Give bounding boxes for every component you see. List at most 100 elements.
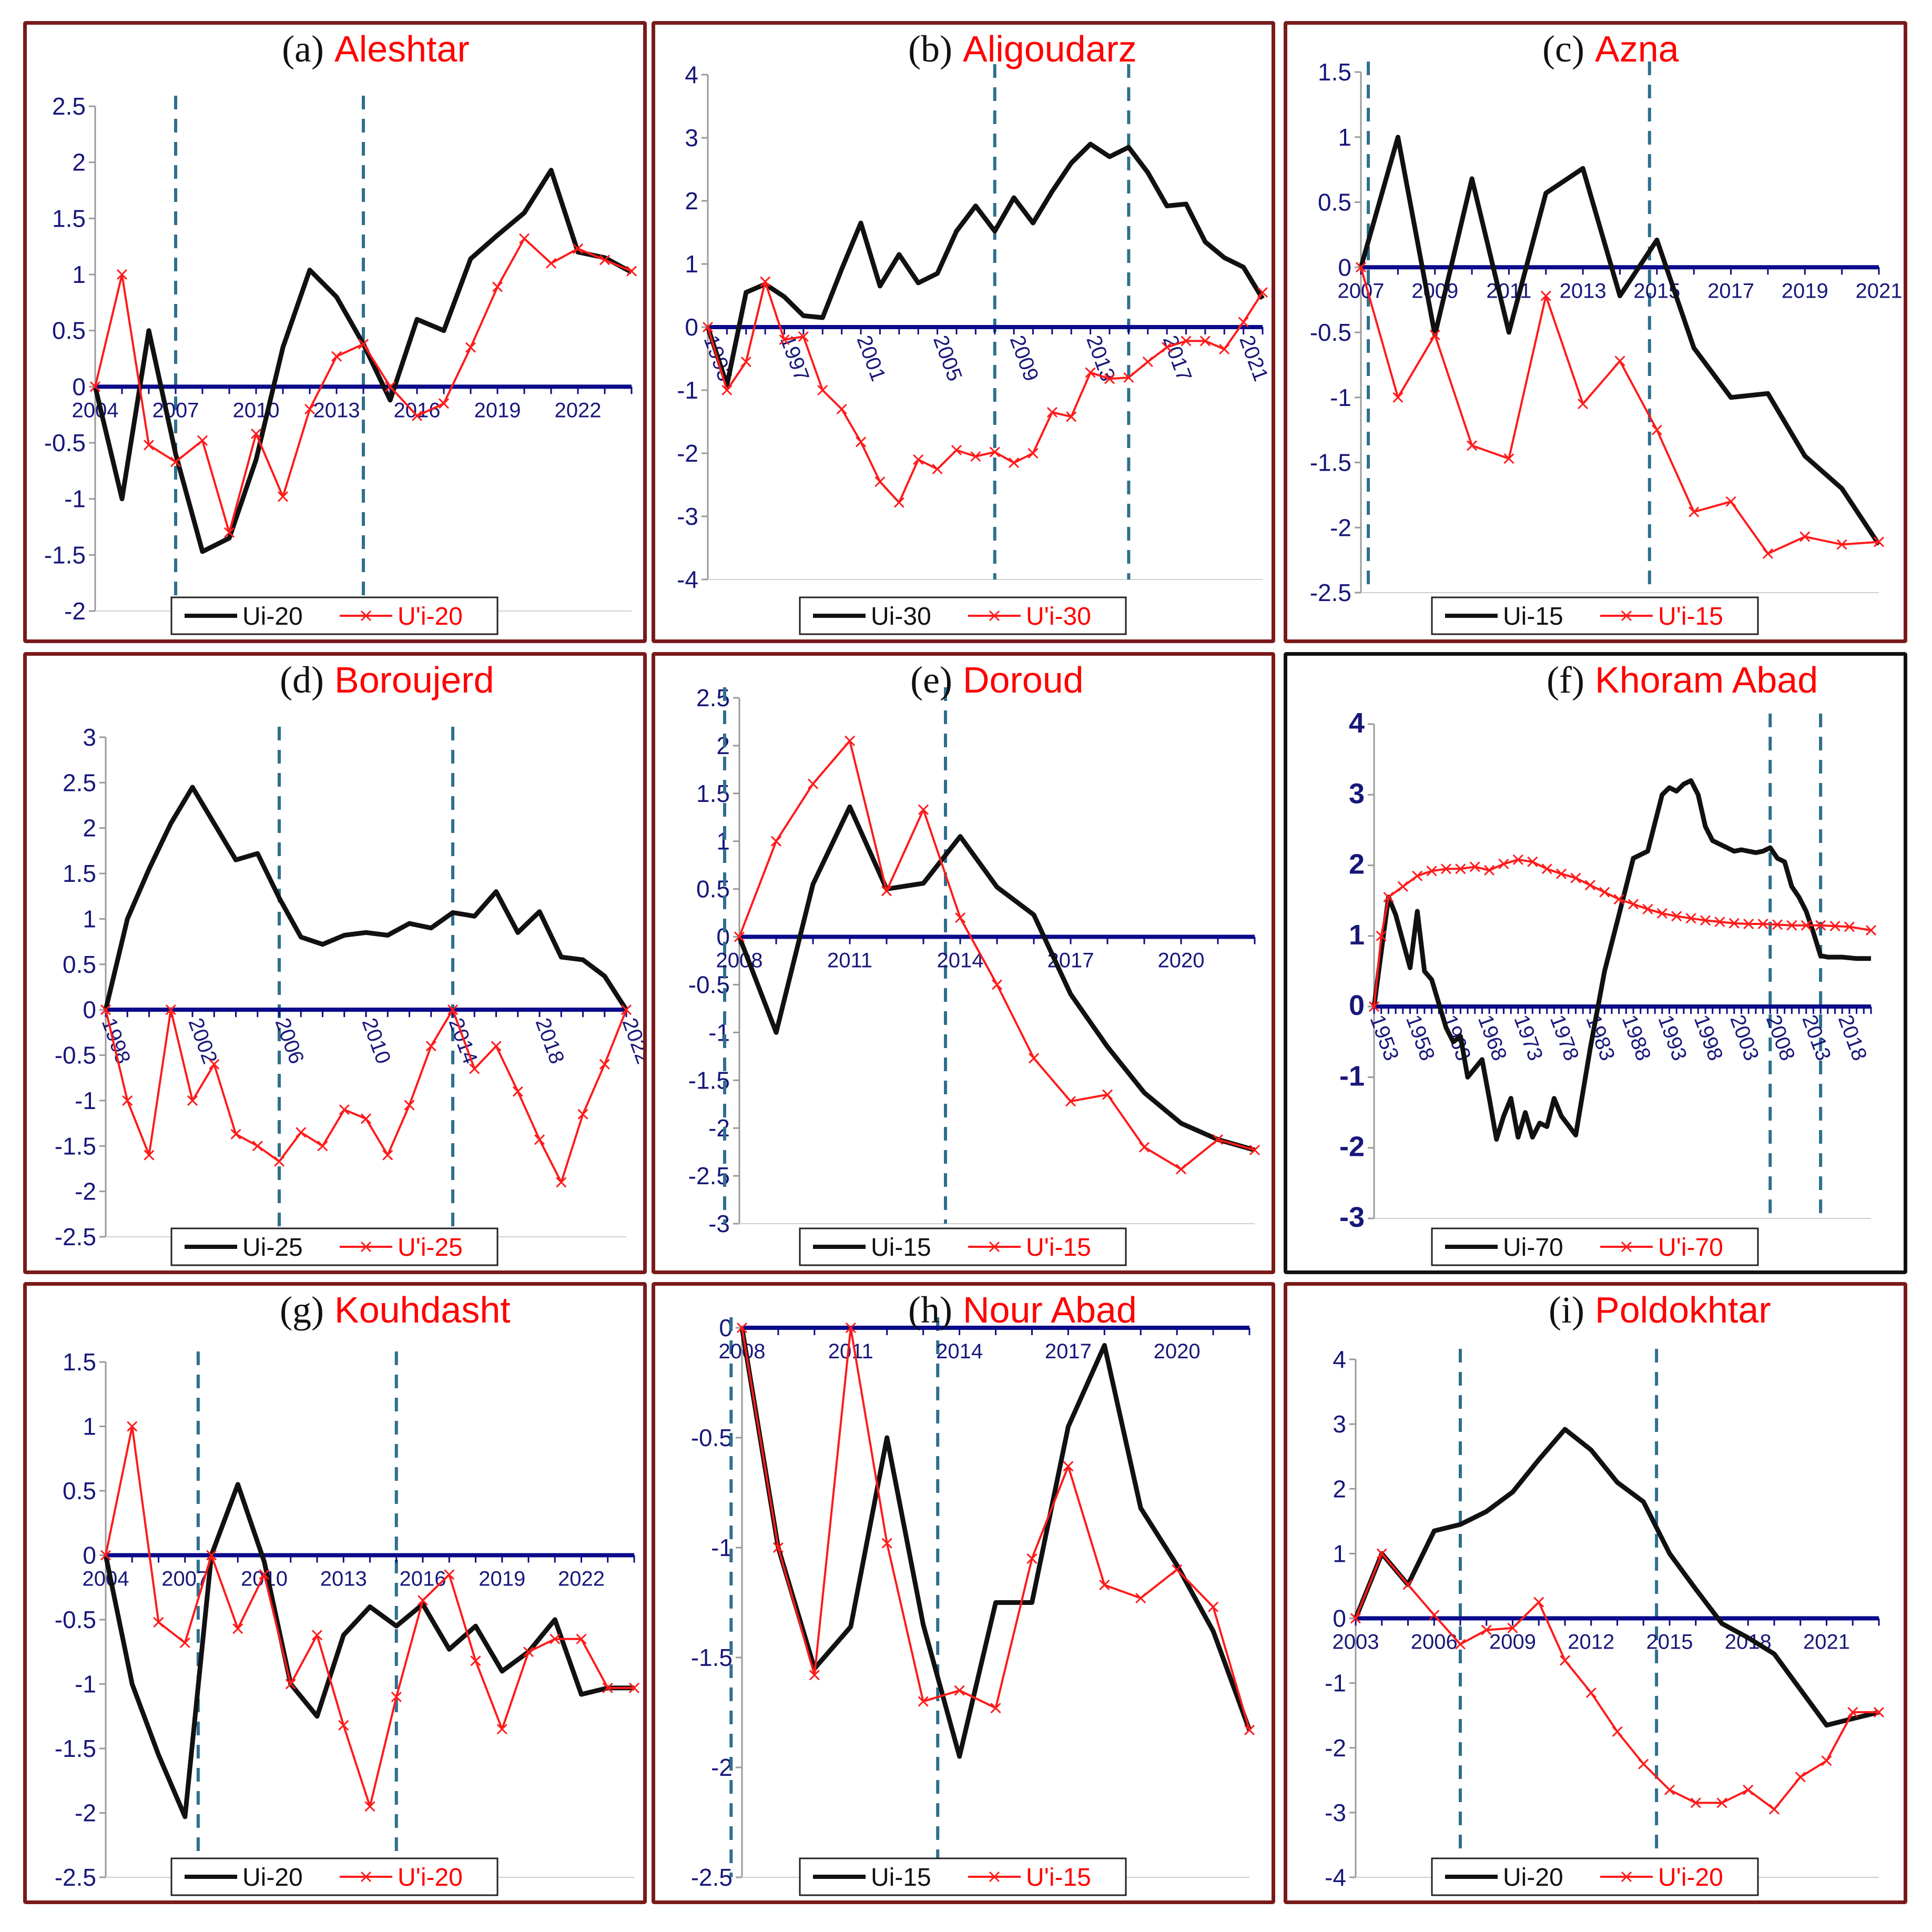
data-point-stroke	[628, 1682, 640, 1693]
data-point	[1613, 893, 1624, 905]
data-point	[1664, 1784, 1675, 1795]
data-point	[1656, 908, 1667, 919]
data-point	[1455, 863, 1466, 875]
y-tick-label: -1	[1330, 384, 1351, 411]
data-point-stroke	[798, 331, 809, 342]
data-point-stroke	[772, 1542, 784, 1553]
data-point-stroke	[491, 1041, 502, 1052]
data-point	[550, 1633, 561, 1644]
data-point-stroke	[1135, 1593, 1146, 1604]
data-point-stroke	[1716, 1797, 1727, 1808]
data-point	[252, 1141, 263, 1152]
data-point-stroke	[1355, 262, 1367, 273]
data-point-stroke	[1009, 457, 1020, 469]
y-tick-label: 4	[685, 61, 698, 88]
data-point-stroke	[116, 269, 128, 280]
data-point	[1162, 342, 1173, 353]
x-tick-label: 2017	[1707, 279, 1754, 302]
data-point-stroke	[991, 979, 1003, 990]
data-point	[1533, 1597, 1544, 1608]
legend-marker	[360, 1241, 372, 1253]
data-point	[447, 1004, 459, 1015]
data-point-stroke	[1208, 1601, 1219, 1612]
data-point-stroke	[1614, 355, 1625, 367]
series-line-ui	[103, 1482, 634, 1819]
data-point-stroke	[469, 1063, 480, 1074]
data-point-stroke	[1584, 880, 1595, 891]
data-point	[1135, 1593, 1146, 1604]
x-tick-label: 2011	[827, 949, 872, 972]
data-point	[817, 384, 828, 396]
y-tick-label: -1.5	[55, 1735, 96, 1762]
legend-label-ui: Ui-20	[242, 603, 303, 631]
data-point	[991, 979, 1003, 990]
data-point	[391, 1691, 402, 1703]
y-tick-label: -1	[75, 1087, 96, 1114]
x-tick-label: 2014	[444, 1015, 482, 1067]
series-line-uprime	[741, 1327, 1250, 1731]
x-tick-label: 1998	[1690, 1012, 1727, 1064]
data-point	[1651, 424, 1662, 435]
data-point-stroke	[404, 1100, 415, 1111]
data-point	[779, 334, 790, 345]
y-tick-label: -2	[64, 597, 86, 625]
series-line-uprime	[707, 280, 1264, 504]
y-tick-label: -3	[677, 503, 698, 530]
panel-letter: (a)	[282, 28, 324, 70]
legend-label-ui: Ui-20	[1503, 1864, 1563, 1892]
legend-marker	[989, 610, 1000, 622]
data-point	[844, 735, 856, 746]
chart-title: Nour Abad	[963, 1289, 1137, 1330]
data-point	[577, 1109, 588, 1120]
series-line-ui	[103, 785, 628, 1011]
x-tick-label: 2019	[1782, 279, 1828, 302]
data-point-stroke	[1642, 903, 1653, 914]
panel-i-poldokhtar: -4 -3 -2 -1 0 1 2 3 4 2003 2006 2009 2012 2015 2018 202…	[1284, 1282, 1907, 1904]
data-point-stroke	[1102, 1089, 1113, 1100]
data-point-stroke	[1123, 372, 1134, 383]
x-tick-label: 2011	[1486, 279, 1531, 302]
x-tick-label: 2014	[937, 949, 984, 972]
data-point-stroke	[844, 735, 856, 746]
data-point-stroke	[170, 456, 181, 467]
data-point-stroke	[1533, 1597, 1544, 1608]
data-point	[721, 384, 733, 396]
data-point	[1085, 367, 1096, 378]
data-point-stroke	[1503, 453, 1514, 464]
data-point-stroke	[970, 451, 981, 462]
y-tick-label: -1.5	[1310, 449, 1351, 476]
y-tick-label: -1.5	[691, 1644, 733, 1671]
data-point	[331, 351, 342, 362]
x-tick-label: 2021	[1803, 1631, 1850, 1654]
data-point-stroke	[1026, 1553, 1038, 1564]
data-point	[1123, 372, 1134, 383]
data-point-stroke	[492, 281, 503, 292]
data-point	[470, 1655, 481, 1666]
data-point	[259, 1569, 270, 1580]
data-point-stroke	[599, 1059, 610, 1070]
x-tick-label: 2016	[394, 399, 441, 422]
data-point	[626, 266, 637, 277]
chart-c: -2.5 -2 -1.5 -1 -0.5 0 0.5 1 1.5 2007 2009 2011 2013…	[1310, 28, 1902, 635]
data-point-stroke	[1786, 920, 1797, 931]
y-tick-label: -2	[1325, 1734, 1346, 1762]
data-point	[855, 436, 867, 448]
data-point	[1599, 887, 1610, 898]
y-tick-label: -2.5	[688, 1162, 730, 1189]
data-point-stroke	[1570, 872, 1581, 883]
data-point-stroke	[1628, 899, 1639, 910]
data-point-stroke	[1685, 913, 1696, 924]
data-point	[179, 1638, 190, 1649]
data-point	[1376, 930, 1387, 941]
data-point	[1376, 1548, 1387, 1559]
data-point	[144, 1150, 155, 1161]
data-point-stroke	[1402, 1579, 1414, 1590]
data-point	[1559, 1655, 1571, 1666]
legend-label-ui: Ui-15	[1503, 603, 1563, 631]
data-point-stroke	[223, 527, 235, 538]
data-point	[893, 497, 904, 508]
data-point	[599, 255, 611, 266]
data-point-stroke	[304, 403, 316, 415]
y-tick-label: -2.5	[1310, 579, 1351, 606]
